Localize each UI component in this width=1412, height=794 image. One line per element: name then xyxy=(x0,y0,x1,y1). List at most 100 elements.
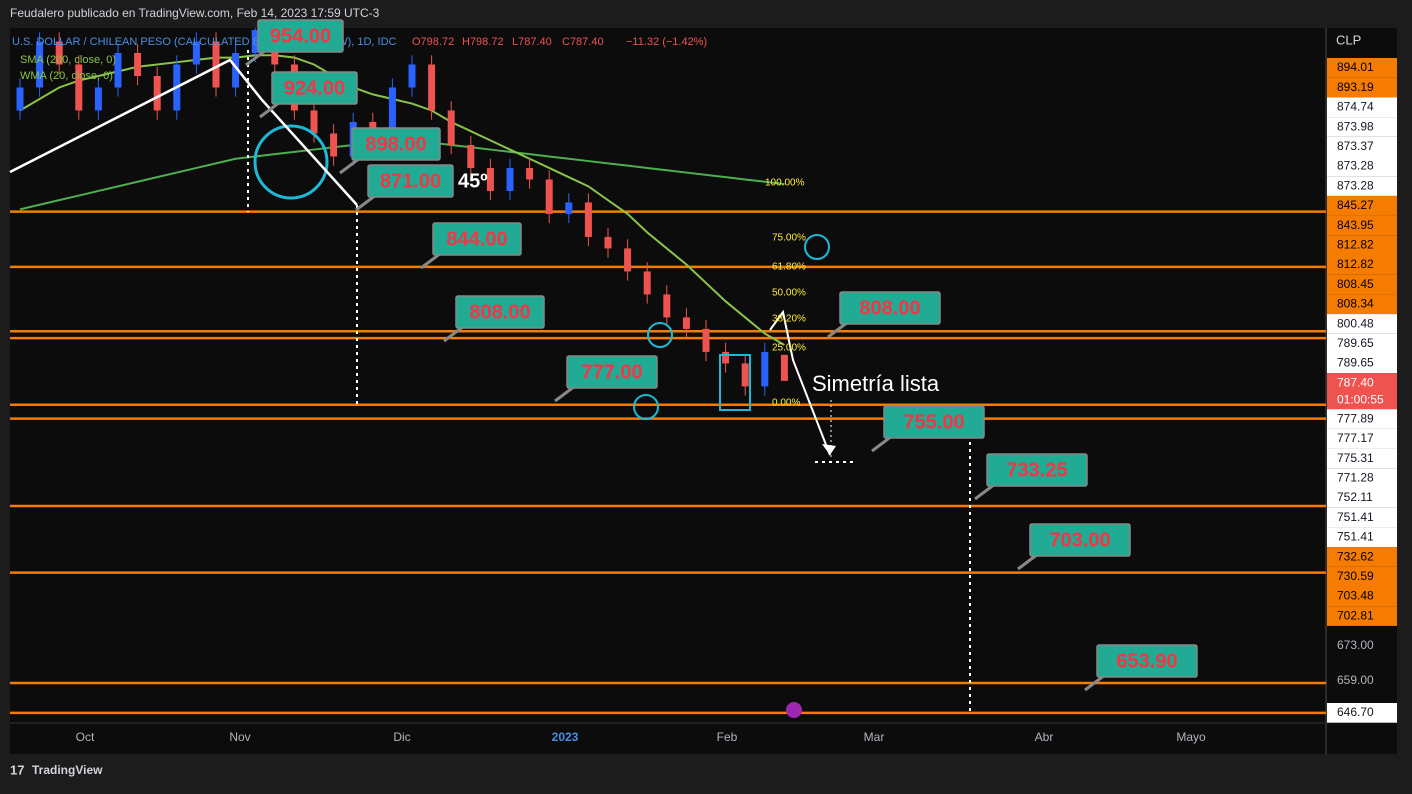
price-label: 659.00 xyxy=(1337,673,1374,687)
price-label: 873.28 xyxy=(1337,178,1374,192)
callout-box xyxy=(566,355,658,389)
footer-logo: 17 xyxy=(10,762,24,777)
candle-body xyxy=(330,133,338,157)
time-label: Nov xyxy=(229,730,250,744)
callout: 733.25 xyxy=(974,453,1088,501)
callout-label: 703.00 xyxy=(1049,529,1110,551)
legend-indicator: SMA (200, close, 0) xyxy=(20,54,116,66)
plot xyxy=(10,28,1326,715)
callout: 808.00 xyxy=(443,295,545,343)
fib-label: 0.00% xyxy=(772,398,800,409)
price-label: 873.98 xyxy=(1337,119,1374,133)
price-label: 752.11 xyxy=(1337,490,1373,504)
price-label: 812.82 xyxy=(1337,257,1374,271)
time-label: Oct xyxy=(76,730,95,744)
price-label: 808.45 xyxy=(1337,277,1374,291)
candle-body xyxy=(153,75,161,111)
price-label: 843.95 xyxy=(1337,218,1374,232)
legend: O798.72 H798.72 L787.40 C787.40 −11.32 (−1.4… xyxy=(20,36,707,82)
callout-label: 755.00 xyxy=(903,411,964,433)
callout-box xyxy=(455,295,545,329)
price-label-bg xyxy=(1327,468,1397,488)
candle-body xyxy=(16,87,24,111)
price-label-bg xyxy=(1327,373,1397,410)
time-label: 2023 xyxy=(552,730,579,744)
callout-label: 653.90 xyxy=(1116,650,1177,672)
price-label: 845.27 xyxy=(1337,198,1374,212)
ma-line xyxy=(19,54,785,346)
price-label-bg xyxy=(1327,586,1397,607)
fib-label: 38.20% xyxy=(772,314,806,325)
price-label-bg xyxy=(1327,353,1397,374)
price-label: 789.65 xyxy=(1337,356,1374,370)
callout-label: 808.00 xyxy=(859,297,920,319)
fib-label: 25.00% xyxy=(772,343,806,354)
price-label-bg xyxy=(1327,428,1397,449)
candle-body xyxy=(663,294,671,318)
angle-note: 45º xyxy=(458,170,488,192)
price-label-bg xyxy=(1327,176,1397,196)
callout-box xyxy=(986,453,1088,487)
candle-body xyxy=(682,317,690,329)
price-label-bg xyxy=(1327,195,1397,216)
callout-box xyxy=(257,19,344,53)
footer-brand: TradingView xyxy=(32,763,103,777)
price-label: 893.19 xyxy=(1337,80,1374,94)
legend-value: L787.40 xyxy=(512,36,552,48)
price-label-bg xyxy=(1327,77,1397,98)
price-label-bg xyxy=(1327,156,1397,177)
candle-body xyxy=(232,52,240,88)
price-label-bg xyxy=(1327,566,1397,587)
circle-drawing xyxy=(804,234,830,260)
fib-label: 50.00% xyxy=(772,288,806,299)
callout-label: 954.00 xyxy=(270,25,331,47)
price-label-bg xyxy=(1327,58,1397,78)
callout: 777.00 xyxy=(554,355,658,403)
callout-label: 808.00 xyxy=(469,301,530,323)
legend-value: −11.32 (−1.42%) xyxy=(626,36,707,48)
candle-body xyxy=(428,64,436,111)
candle-body xyxy=(251,30,259,53)
callout-label: 844.00 xyxy=(446,228,507,250)
callout-box xyxy=(883,405,985,439)
candle-body xyxy=(545,179,553,214)
price-label: 751.41 xyxy=(1337,510,1374,524)
price-label: 874.74 xyxy=(1337,100,1374,114)
price-label: 732.62 xyxy=(1337,549,1374,563)
arrow-drawing xyxy=(9,58,358,206)
price-label: 777.89 xyxy=(1337,411,1374,425)
legend-value: O798.72 xyxy=(412,36,454,48)
candle-body xyxy=(134,52,142,76)
time-label: Mayo xyxy=(1176,730,1206,744)
candle-body xyxy=(604,236,612,249)
candle-body xyxy=(192,41,200,65)
callout-label: 871.00 xyxy=(380,170,441,192)
price-label-bg xyxy=(1327,215,1397,236)
candle-body xyxy=(584,202,592,237)
price-label: 703.48 xyxy=(1337,589,1374,603)
price-label-bg xyxy=(1327,488,1397,508)
price-label: 789.65 xyxy=(1337,336,1374,350)
arrow-head xyxy=(822,444,836,455)
event-icon xyxy=(786,702,802,718)
price-label: 777.17 xyxy=(1337,431,1374,445)
callout: 808.00 xyxy=(827,291,941,339)
time-label: Mar xyxy=(864,730,885,744)
callout: 924.00 xyxy=(259,71,358,119)
candle-body xyxy=(55,41,63,65)
price-label-bg xyxy=(1327,333,1397,354)
price-label: 808.34 xyxy=(1337,297,1374,311)
price-label: 702.81 xyxy=(1337,608,1374,622)
circle-drawing xyxy=(633,394,659,420)
candle-body xyxy=(388,87,396,134)
candle-body xyxy=(94,87,102,111)
candle-body xyxy=(114,52,122,88)
callout: 703.00 xyxy=(1017,523,1131,571)
price-label-bg xyxy=(1327,606,1397,626)
price-label-bg xyxy=(1327,636,1397,656)
price-label: 812.82 xyxy=(1337,237,1374,251)
plot-area xyxy=(10,28,1326,754)
price-label: 646.70 xyxy=(1337,705,1374,719)
callout-label: 733.25 xyxy=(1006,459,1067,481)
